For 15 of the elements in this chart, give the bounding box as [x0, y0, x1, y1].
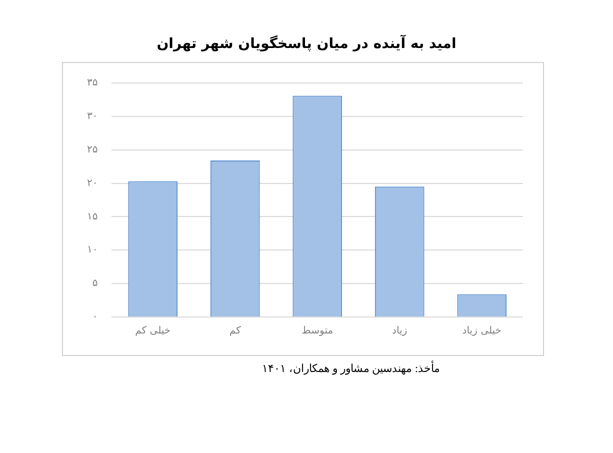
- chart-title: امید به آینده در میان پاسخگویان شهر تهران: [156, 36, 458, 52]
- y-tick-label: ۵: [92, 278, 98, 290]
- y-tick-label: ۱۰: [86, 244, 98, 256]
- y-tick-label: ۳۵: [86, 78, 98, 89]
- x-tick-label: خیلی کم: [135, 326, 171, 337]
- text: مأخذ: مهندسین مشاور و همکاران، ۱۴۰۱: [261, 362, 440, 375]
- x-tick-label: خیلی زیاد: [462, 326, 502, 337]
- y-tick-label: ۳۰: [86, 111, 98, 122]
- x-tick-label: کم: [229, 326, 242, 337]
- y-tick-label: ۲۵: [86, 144, 98, 156]
- y-tick-label: ۱۵: [86, 211, 98, 222]
- y-tick-label: ۰: [92, 312, 98, 323]
- x-tick-label: زیاد: [392, 326, 408, 337]
- y-tick-label: ۲۰: [86, 178, 98, 189]
- x-tick-label: متوسط: [302, 326, 334, 337]
